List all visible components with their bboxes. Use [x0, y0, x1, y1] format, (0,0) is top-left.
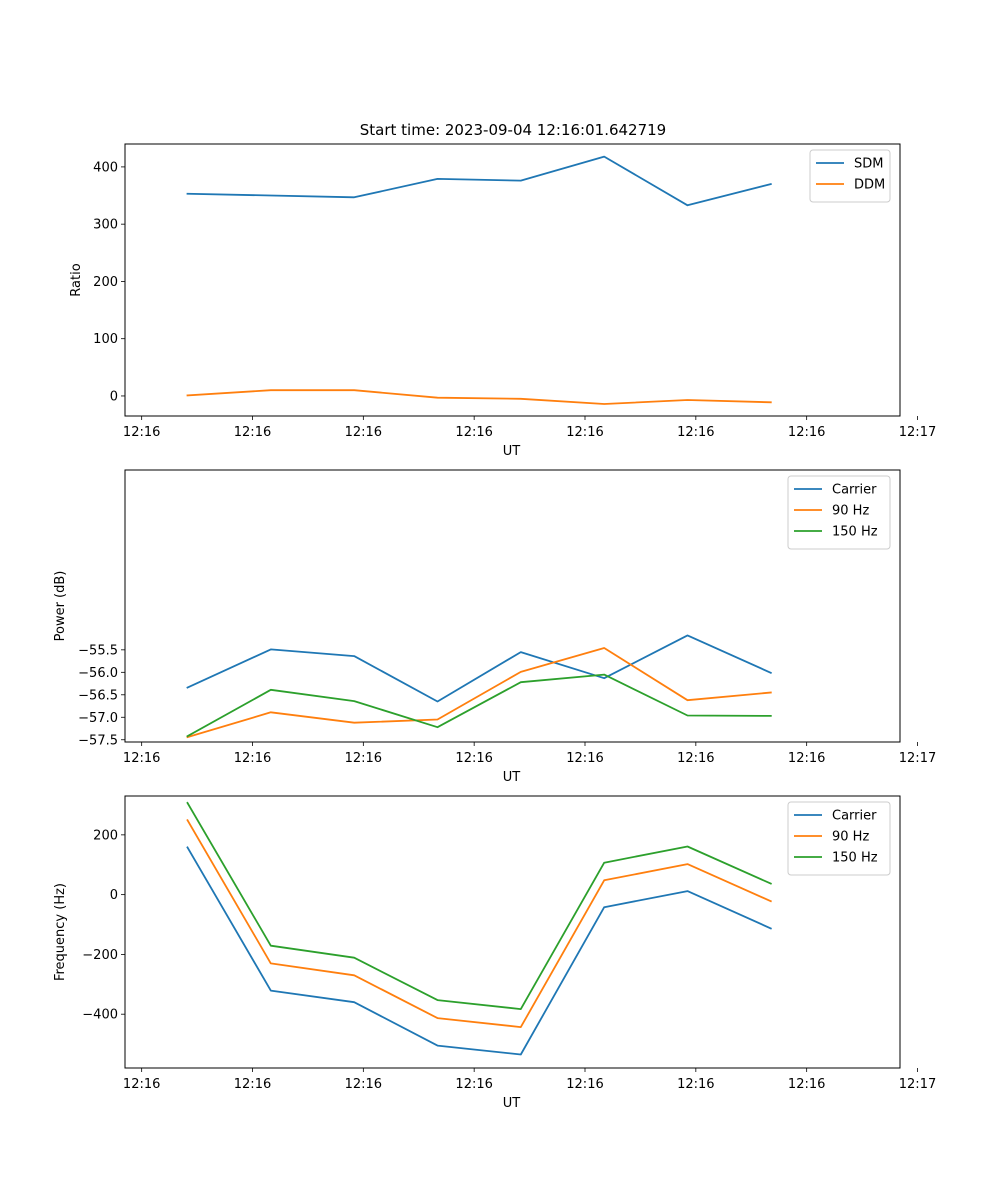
axes-frame	[124, 469, 901, 743]
x-tick-label: 12:16	[123, 1077, 160, 1092]
y-tick-label: 0	[110, 389, 118, 404]
y-tick-label: −56.5	[78, 688, 118, 703]
axes-frame	[124, 143, 901, 417]
x-tick-label: 12:16	[677, 1077, 714, 1092]
y-tick-label: −57.0	[78, 711, 118, 726]
y-axis-label: Power (dB)	[53, 571, 68, 642]
x-tick-label: 12:16	[455, 425, 492, 440]
legend: SDM DDM	[809, 149, 891, 203]
x-tick-label: 12:16	[455, 751, 492, 766]
legend-label: Carrier	[832, 483, 877, 498]
x-tick-label: 12:16	[455, 1077, 492, 1092]
y-tick-label: −200	[82, 948, 118, 963]
y-tick-label: 300	[93, 218, 118, 233]
legend-label: 90 Hz	[832, 830, 869, 845]
x-tick-label: 12:17	[899, 751, 936, 766]
x-tick-label: 12:17	[899, 1077, 936, 1092]
legend-label: DDM	[854, 178, 885, 193]
x-tick-label: 12:16	[345, 1077, 382, 1092]
series-line-90-hz	[186, 647, 772, 739]
x-tick-label: 12:16	[677, 425, 714, 440]
legend-label: 150 Hz	[832, 525, 878, 540]
x-tick-label: 12:16	[345, 425, 382, 440]
y-tick-label: 100	[93, 332, 118, 347]
legend: Carrier 90 Hz 150 Hz	[787, 801, 891, 876]
series-line-150-hz	[186, 673, 772, 738]
series-line-carrier	[186, 846, 772, 1056]
x-tick-label: 12:17	[899, 425, 936, 440]
legend-label: 90 Hz	[832, 504, 869, 519]
panel-2: 12:16 12:16 12:16 12:16 12:16 12:16 12:16 12:17…	[53, 469, 936, 785]
y-tick-label: 0	[110, 888, 118, 903]
x-tick-label: 12:16	[123, 425, 160, 440]
x-tick-label: 12:16	[566, 1077, 603, 1092]
x-axis-label: UT	[503, 444, 521, 459]
x-tick-label: 12:16	[234, 1077, 271, 1092]
series-line-ddm	[186, 389, 772, 405]
panel-1: 12:16 12:16 12:16 12:16 12:16 12:16 12:16 12:17…	[69, 143, 936, 459]
x-tick-label: 12:16	[566, 425, 603, 440]
legend-label: SDM	[854, 157, 883, 172]
x-tick-label: 12:16	[234, 751, 271, 766]
series-line-sdm	[186, 155, 772, 207]
legend-label: 150 Hz	[832, 851, 878, 866]
x-tick-label: 12:16	[123, 751, 160, 766]
legend: Carrier 90 Hz 150 Hz	[787, 475, 891, 550]
x-tick-label: 12:16	[345, 751, 382, 766]
x-axis-label: UT	[503, 770, 521, 785]
x-tick-label: 12:16	[788, 1077, 825, 1092]
y-tick-label: −56.0	[78, 666, 118, 681]
x-tick-label: 12:16	[677, 751, 714, 766]
axes-frame	[124, 795, 901, 1069]
series-line-carrier	[186, 634, 772, 703]
panel-3: 12:16 12:16 12:16 12:16 12:16 12:16 12:16 12:17…	[53, 795, 936, 1111]
y-tick-label: −400	[82, 1008, 118, 1023]
x-tick-label: 12:16	[566, 751, 603, 766]
x-tick-label: 12:16	[234, 425, 271, 440]
figure-title: Start time: 2023-09-04 12:16:01.642719	[360, 121, 666, 139]
y-tick-label: 200	[93, 828, 118, 843]
y-tick-label: 200	[93, 275, 118, 290]
x-tick-label: 12:16	[788, 425, 825, 440]
y-tick-label: 400	[93, 160, 118, 175]
x-tick-label: 12:16	[788, 751, 825, 766]
y-tick-label: −55.5	[78, 643, 118, 658]
series-line-150-hz	[186, 801, 772, 1010]
series-line-90-hz	[186, 818, 772, 1028]
y-axis-label: Ratio	[69, 263, 84, 296]
y-tick-label: −57.5	[78, 733, 118, 748]
y-axis-label: Frequency (Hz)	[53, 883, 68, 981]
x-axis-label: UT	[503, 1096, 521, 1111]
panels: 12:16 12:16 12:16 12:16 12:16 12:16 12:16 12:17…	[53, 143, 936, 1111]
legend-label: Carrier	[832, 809, 877, 824]
